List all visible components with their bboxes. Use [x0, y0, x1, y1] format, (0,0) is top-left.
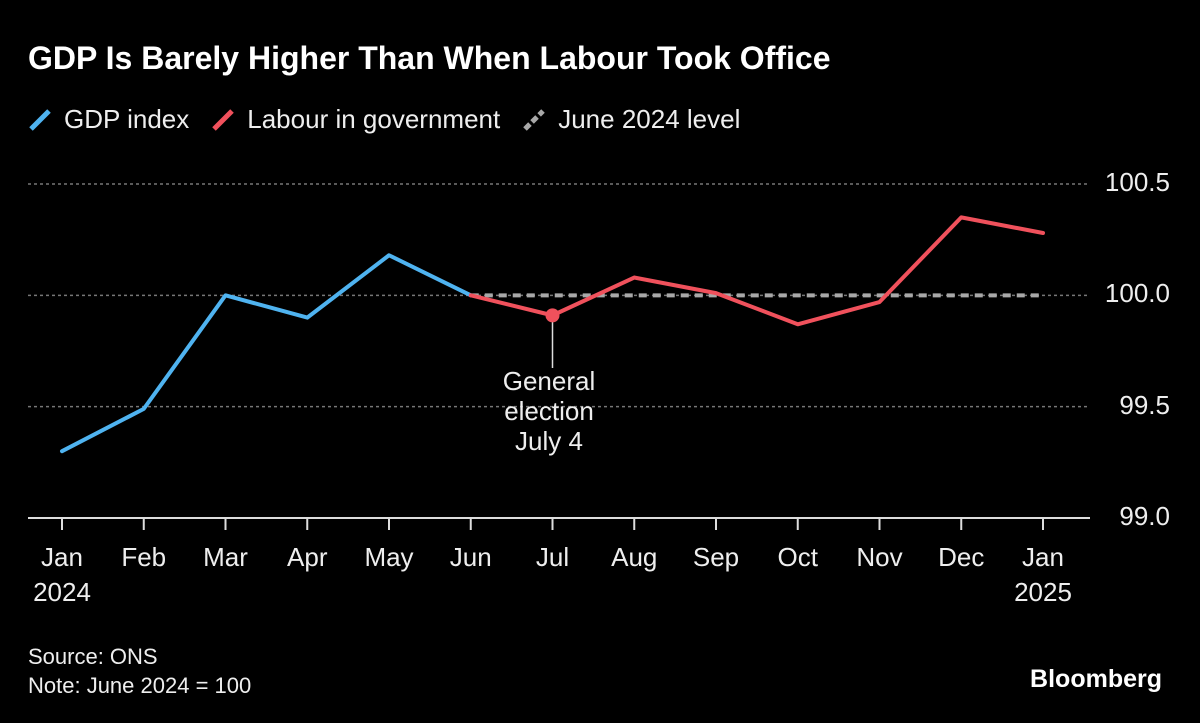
x-tick-label: Jul [535, 542, 570, 572]
x-tick-label: Mar [203, 542, 248, 572]
legend-swatch [212, 108, 235, 131]
y-tick-label: 99.5 [1119, 389, 1170, 420]
y-tick-label: 100.0 [1104, 278, 1170, 309]
legend-swatch-line [29, 108, 51, 131]
x-tick-label: Dec [938, 542, 985, 572]
x-tick-label: Feb [121, 542, 167, 572]
x-tick-label: Jan 2024 [33, 542, 91, 607]
note: Note: June 2024 = 100 [28, 673, 252, 698]
legend-swatch-line [212, 108, 235, 131]
brand: Bloomberg [1030, 665, 1162, 693]
annotation-dot [545, 308, 560, 323]
legend-swatch [523, 108, 545, 131]
legend-label: Labour in government [247, 104, 501, 134]
x-tick-label: Nov [856, 542, 903, 572]
series-line [468, 215, 1045, 327]
x-tick-label: Oct [777, 542, 818, 572]
legend-item: Labour in government [211, 104, 500, 135]
x-tick-label: Apr [287, 542, 328, 572]
legend-swatch-line [523, 108, 545, 131]
x-tick-label: May [364, 542, 414, 572]
legend-item: June 2024 level [522, 104, 740, 135]
x-tick-label: Jun [449, 542, 492, 572]
source: Source: ONS [28, 644, 158, 669]
legend-swatch [29, 108, 51, 131]
annotation: General election July 4 [502, 366, 596, 456]
chart-title: GDP Is Barely Higher Than When Labour To… [28, 40, 831, 76]
x-tick-label: Jan 2025 [1014, 542, 1072, 607]
x-tick-label: Aug [611, 542, 658, 572]
legend-label: June 2024 level [558, 104, 741, 134]
series-line [60, 253, 473, 454]
x-tick-label: Sep [692, 542, 740, 572]
legend-label: GDP index [64, 104, 190, 134]
y-tick-label: 100.5 [1104, 167, 1170, 197]
y-tick-label: 99.0 [1119, 501, 1170, 531]
legend-item: GDP index [28, 104, 189, 135]
legend: GDP index Labour in government June 2024 l… [28, 104, 762, 135]
